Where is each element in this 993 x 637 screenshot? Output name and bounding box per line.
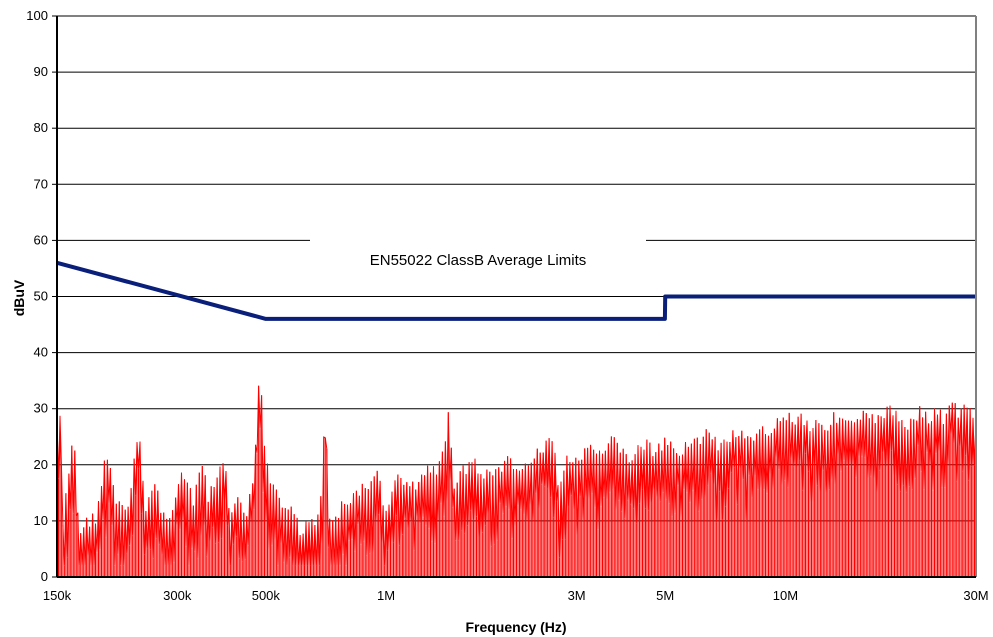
limit-line [56, 260, 976, 321]
x-tick-label: 5M [656, 588, 674, 603]
y-tick-label: 60 [34, 232, 48, 247]
y-tick-label: 10 [34, 513, 48, 528]
x-tick-label: 500k [252, 588, 281, 603]
y-tick-label: 20 [34, 457, 48, 472]
y-tick-label: 90 [34, 64, 48, 79]
x-tick-label: 150k [43, 588, 72, 603]
y-tick-label: 80 [34, 120, 48, 135]
x-tick-label: 300k [163, 588, 192, 603]
y-tick-label: 100 [26, 8, 48, 23]
data-series [56, 260, 977, 577]
y-tick-label: 0 [41, 569, 48, 584]
y-axis-title: dBuV [11, 279, 27, 316]
measurement-trace [56, 385, 977, 566]
y-tick-label: 40 [34, 345, 48, 360]
x-axis-title: Frequency (Hz) [465, 619, 566, 635]
y-tick-label: 70 [34, 176, 48, 191]
limit-annotation: EN55022 ClassB Average Limits [370, 252, 587, 269]
y-tick-label: 30 [34, 401, 48, 416]
annotation-background [310, 236, 646, 278]
y-tick-label: 50 [34, 289, 48, 304]
axis-ticks: 0 10 20 30 40 50 60 70 80 90 100 150k 300k 500k 1M 3M 5M… [26, 8, 988, 603]
x-tick-label: 10M [773, 588, 798, 603]
x-tick-label: 30M [963, 588, 988, 603]
x-tick-label: 3M [568, 588, 586, 603]
x-tick-label: 1M [377, 588, 395, 603]
